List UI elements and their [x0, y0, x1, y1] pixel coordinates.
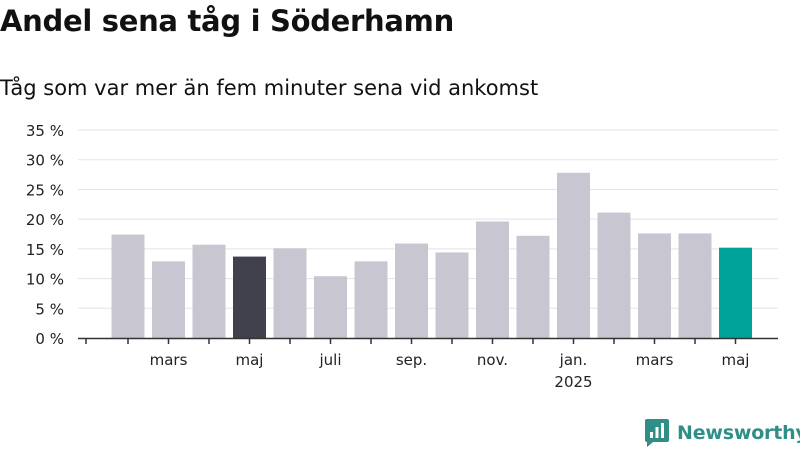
bar-2024-12 [516, 235, 550, 338]
bar-2024-11 [476, 221, 509, 338]
y-tick-label: 25 % [26, 181, 64, 199]
x-tick-label: mars [150, 351, 188, 369]
x-tick-label: mars [636, 351, 674, 369]
brand-name: Newsworthy [677, 422, 800, 444]
bar-2025-01 [557, 172, 590, 338]
chart-title: Andel sena tåg i Söderhamn [0, 4, 454, 38]
bar-chart-speech-bubble-icon [645, 419, 669, 447]
bar-2024-03 [152, 261, 185, 338]
bar-2024-08 [354, 261, 388, 338]
y-tick-label: 20 % [26, 211, 64, 229]
bar-2025-03 [638, 233, 671, 338]
x-tick-label: sep. [396, 351, 427, 369]
y-tick-label: 5 % [35, 300, 64, 318]
x-axis: mars maj juli sep. nov. jan. 2025 mars maj [78, 337, 778, 391]
y-tick-label: 0 % [35, 330, 64, 348]
x-tick-label: maj [722, 351, 750, 369]
bar-2024-06 [273, 248, 307, 338]
y-tick-label: 10 % [26, 271, 64, 289]
x-tick-label: nov. [477, 351, 508, 369]
bar-2024-07 [314, 276, 347, 338]
y-tick-label: 30 % [26, 152, 64, 170]
bar-2025-04 [678, 233, 712, 338]
bar-2024-02 [111, 234, 145, 338]
y-tick-label: 35 % [26, 122, 64, 140]
y-tick-label: 15 % [26, 241, 64, 259]
bar-2025-02 [597, 212, 631, 338]
x-tick-label: maj [236, 351, 264, 369]
bars [111, 172, 752, 338]
x-tick-sublabel: 2025 [554, 373, 592, 391]
bar-2024-10 [435, 252, 469, 338]
bar-2024-04 [192, 244, 226, 338]
chart-subtitle: Tåg som var mer än fem minuter sena vid … [0, 76, 539, 100]
bar-2025-05 [719, 247, 752, 338]
bar-2024-05 [233, 256, 266, 338]
newsworthy-logo: Newsworthy [644, 418, 800, 448]
y-axis-ticks: 0 % 5 % 10 % 15 % 20 % 25 % 30 % 35 % [26, 122, 64, 348]
bar-2024-09 [395, 243, 428, 338]
x-tick-label: jan. [559, 351, 588, 369]
x-tick-label: juli [318, 351, 341, 369]
